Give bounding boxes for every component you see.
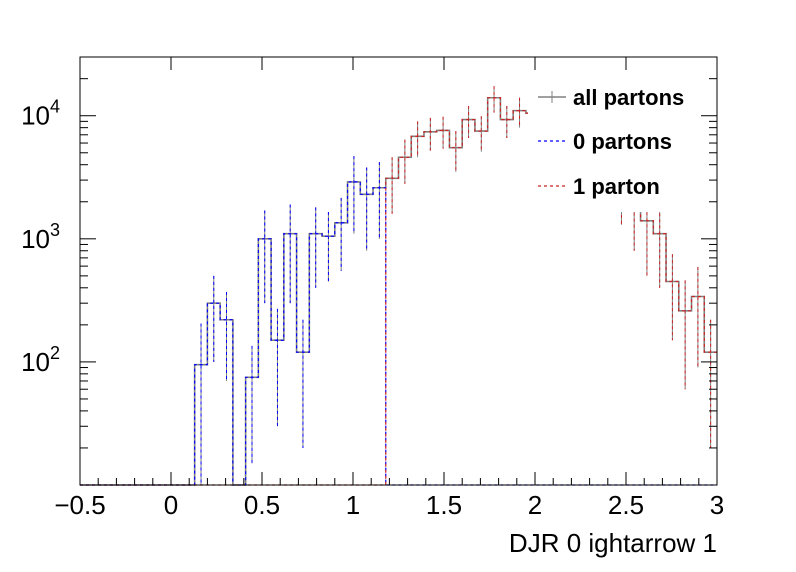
y-tick-mantissa: 10 (21, 101, 50, 131)
x-tick-label: 2.5 (608, 490, 644, 520)
x-tick-label: 1.5 (426, 490, 462, 520)
y-tick-mantissa: 10 (21, 224, 50, 254)
x-tick-label: −0.5 (54, 490, 105, 520)
y-tick-label: 103 (21, 220, 60, 254)
x-axis-label: DJR 0 ightarrow 1 (509, 528, 717, 558)
legend-label: all partons (573, 85, 684, 110)
legend-label: 1 parton (573, 174, 660, 199)
legend: all partons 0 partons 1 parton (538, 85, 684, 199)
y-tick-label: 102 (21, 343, 60, 377)
x-tick-label: 2 (528, 490, 542, 520)
y-tick-exponent: 4 (50, 97, 60, 117)
series-0-partons (80, 156, 717, 486)
x-tick-label: 0.5 (244, 490, 280, 520)
y-tick-label: 104 (21, 97, 60, 131)
y-tick-mantissa: 10 (21, 347, 50, 377)
histogram-step-line (80, 181, 717, 486)
plot-frame (79, 56, 718, 486)
legend-box (528, 78, 718, 212)
x-tick-label: 0 (164, 490, 178, 520)
x-tick-label: 3 (710, 490, 724, 520)
y-tick-exponent: 3 (50, 220, 60, 240)
legend-label: 0 partons (573, 129, 672, 154)
series-layer (80, 86, 717, 486)
x-tick-label: 1 (346, 490, 360, 520)
y-tick-exponent: 2 (50, 343, 60, 363)
